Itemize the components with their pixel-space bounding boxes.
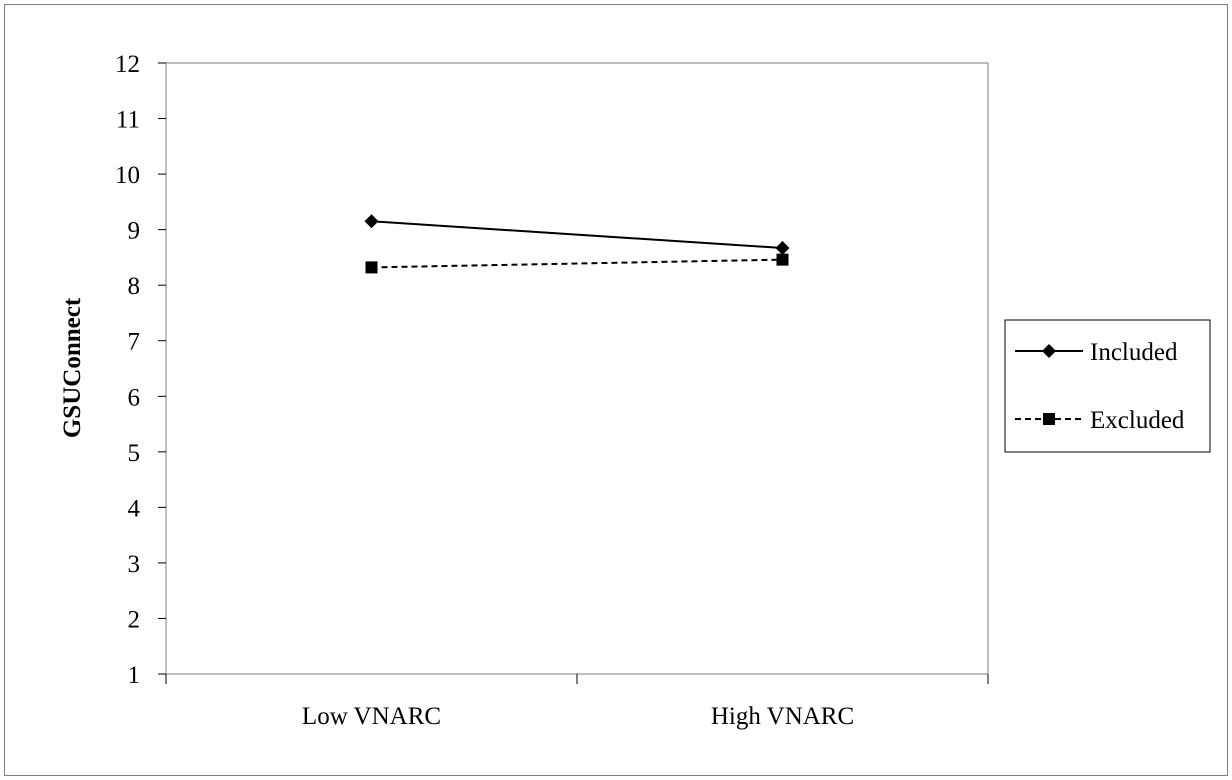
y-tick-label: 8: [128, 273, 141, 300]
y-tick-label: 4: [128, 495, 141, 522]
legend-box: [1004, 319, 1211, 453]
data-point-marker: [776, 253, 789, 266]
legend-entry-excluded: Excluded: [1015, 407, 1185, 434]
y-tick-label: 5: [128, 440, 141, 467]
legend-marker: [1043, 413, 1055, 425]
x-axis: Low VNARC High VNARC: [165, 674, 989, 730]
y-tick-label: 10: [115, 162, 140, 189]
plot-area: [165, 62, 989, 675]
series-line: [371, 220, 783, 249]
x-tick-label: Low VNARC: [302, 703, 441, 730]
y-tick-label: 6: [128, 384, 141, 411]
y-tick-label: 1: [128, 662, 141, 689]
y-axis-title: GSUConnect: [59, 297, 86, 438]
series-layer: [364, 214, 790, 274]
y-tick-label: 3: [128, 551, 141, 578]
y-tick-label: 12: [115, 51, 140, 78]
data-point-marker: [775, 240, 790, 255]
y-tick-label: 2: [128, 606, 141, 633]
data-point-marker: [364, 214, 379, 229]
y-tick-label: 9: [128, 218, 141, 245]
legend-label: Excluded: [1090, 407, 1185, 434]
legend: Included Excluded: [1004, 319, 1211, 453]
legend-entry-included: Included: [1015, 339, 1178, 366]
legend-marker: [1042, 344, 1056, 358]
y-tick-label: 7: [128, 329, 141, 356]
series-line: [371, 258, 783, 269]
legend-label: Included: [1090, 339, 1178, 366]
series-included: [364, 214, 790, 255]
data-point-marker: [365, 261, 378, 274]
y-tick-label: 11: [116, 107, 140, 134]
series-excluded: [365, 253, 789, 274]
x-tick-label: High VNARC: [711, 703, 854, 730]
